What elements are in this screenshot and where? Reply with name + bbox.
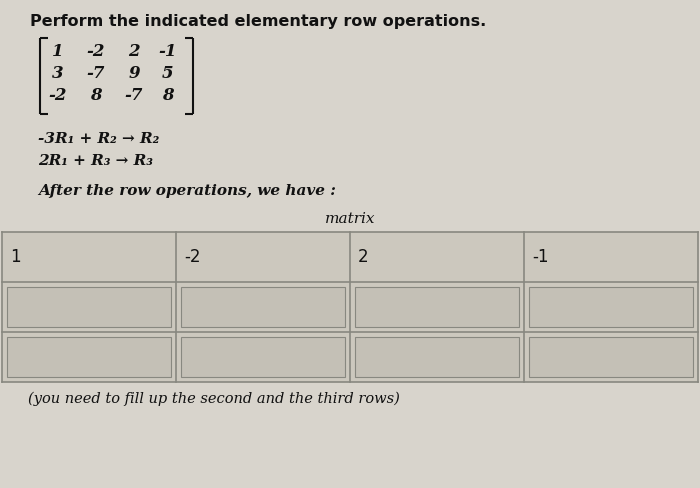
Text: 9: 9 <box>128 65 140 82</box>
Text: 2: 2 <box>358 248 369 266</box>
Text: -1: -1 <box>159 43 177 61</box>
Bar <box>350 232 524 282</box>
Text: -2: -2 <box>49 87 67 104</box>
Text: -2: -2 <box>184 248 200 266</box>
Bar <box>7 287 171 327</box>
Bar <box>355 337 519 377</box>
Bar <box>2 332 176 382</box>
Bar <box>2 232 176 282</box>
Text: 3: 3 <box>52 65 64 82</box>
Bar <box>7 337 171 377</box>
Text: Perform the indicated elementary row operations.: Perform the indicated elementary row ope… <box>30 14 486 29</box>
Bar <box>529 287 693 327</box>
Bar <box>181 287 345 327</box>
Text: -2: -2 <box>87 43 105 61</box>
Text: 1: 1 <box>10 248 20 266</box>
Bar <box>355 287 519 327</box>
Text: matrix: matrix <box>325 212 375 226</box>
Bar <box>524 332 698 382</box>
Bar <box>524 282 698 332</box>
Text: -1: -1 <box>532 248 549 266</box>
Text: 2: 2 <box>128 43 140 61</box>
Bar <box>176 332 350 382</box>
Text: After the row operations, we have :: After the row operations, we have : <box>38 184 336 198</box>
Bar <box>524 232 698 282</box>
Bar <box>2 282 176 332</box>
Text: (you need to fill up the second and the third rows): (you need to fill up the second and the … <box>28 392 400 407</box>
Text: 2R₁ + R₃ → R₃: 2R₁ + R₃ → R₃ <box>38 154 153 168</box>
Text: 8: 8 <box>90 87 101 104</box>
Text: 8: 8 <box>162 87 174 104</box>
Bar <box>176 232 350 282</box>
Bar <box>350 332 524 382</box>
Text: -7: -7 <box>87 65 105 82</box>
Text: 5: 5 <box>162 65 174 82</box>
Text: 1: 1 <box>52 43 64 61</box>
Bar <box>176 282 350 332</box>
Text: -7: -7 <box>125 87 144 104</box>
Bar <box>350 282 524 332</box>
Bar <box>181 337 345 377</box>
Text: -3R₁ + R₂ → R₂: -3R₁ + R₂ → R₂ <box>38 132 160 146</box>
Bar <box>529 337 693 377</box>
